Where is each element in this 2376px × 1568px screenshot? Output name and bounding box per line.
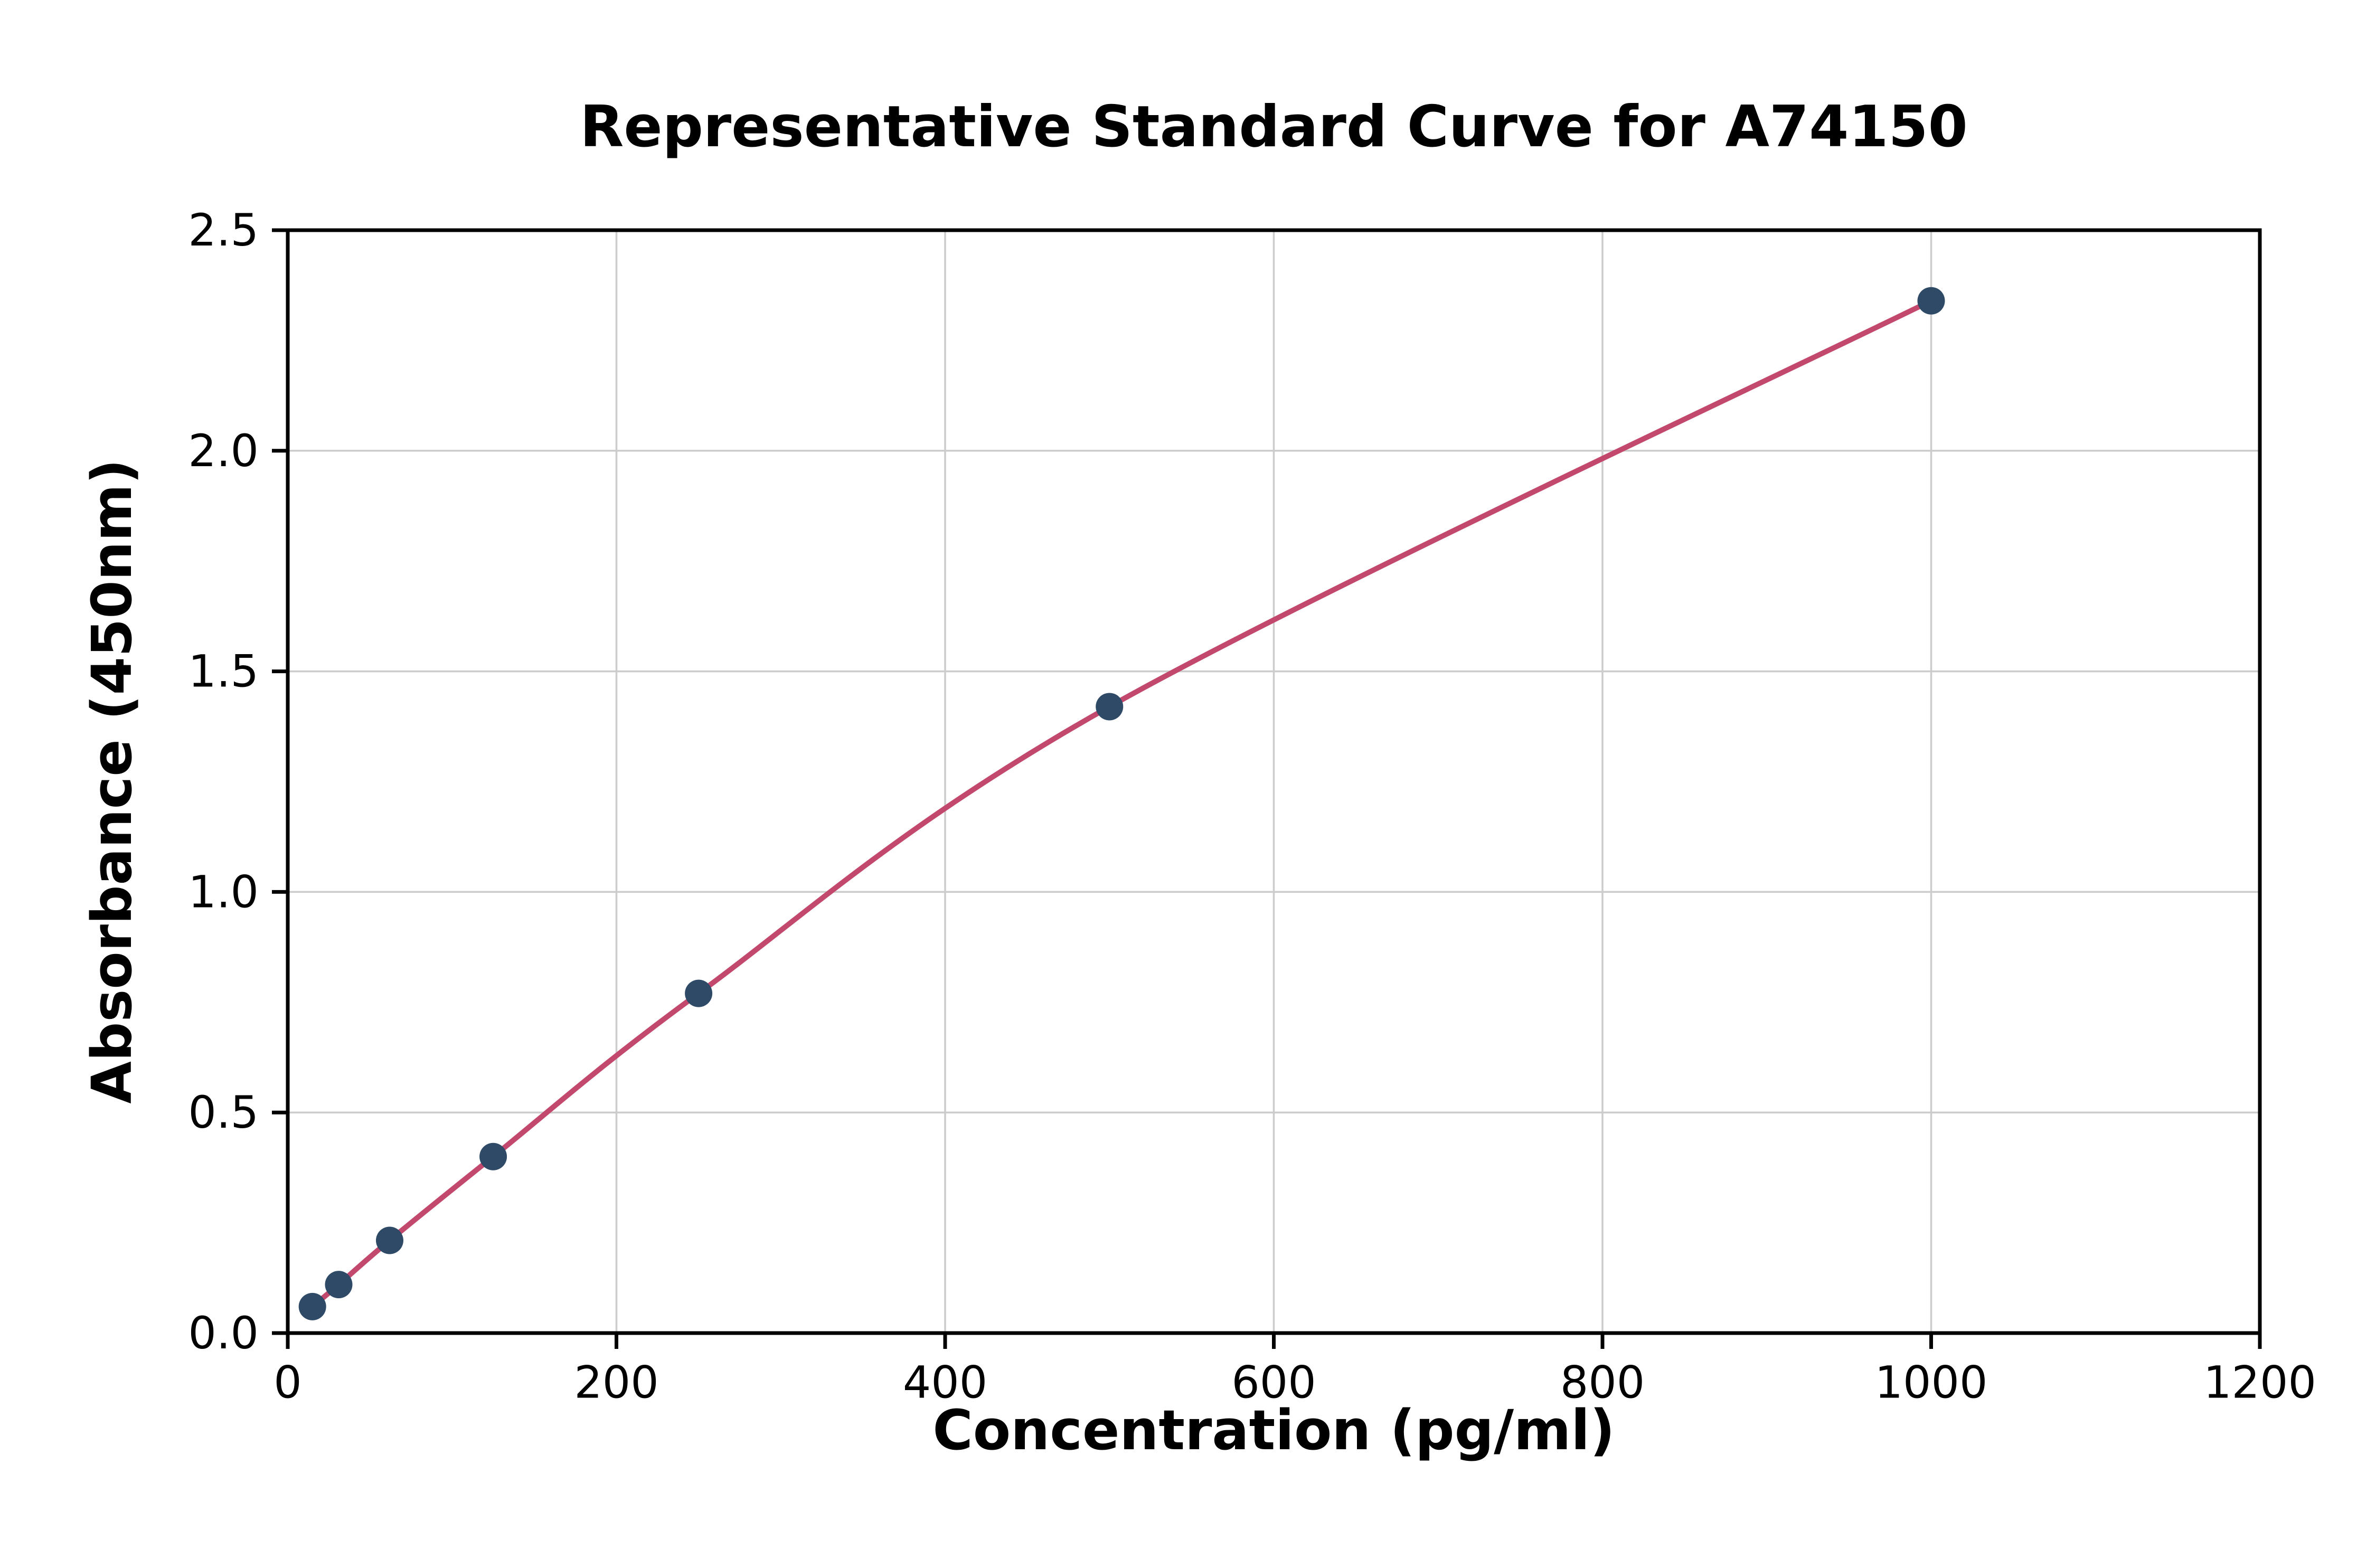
x-tick-label: 800 xyxy=(1560,1356,1645,1408)
data-point xyxy=(479,1142,507,1170)
x-tick-label: 0 xyxy=(274,1356,301,1408)
x-axis-label: Concentration (pg/ml) xyxy=(932,1398,1615,1462)
chart-title: Representative Standard Curve for A74150 xyxy=(580,94,1968,160)
data-point xyxy=(325,1271,353,1299)
data-point xyxy=(298,1292,326,1320)
y-tick-label: 1.5 xyxy=(188,646,259,697)
y-tick-label: 2.0 xyxy=(188,425,259,477)
x-tick-label: 1000 xyxy=(1875,1356,1988,1408)
y-tick-label: 2.5 xyxy=(188,204,259,256)
data-point xyxy=(1096,693,1124,721)
data-point xyxy=(375,1226,403,1254)
x-tick-label: 600 xyxy=(1231,1356,1316,1408)
y-tick-label: 0.5 xyxy=(188,1087,259,1138)
x-tick-label: 1200 xyxy=(2203,1356,2316,1408)
x-tick-label: 200 xyxy=(574,1356,658,1408)
data-point xyxy=(1917,287,1945,315)
x-tick-label: 400 xyxy=(903,1356,987,1408)
y-tick-label: 0.0 xyxy=(188,1307,259,1359)
y-tick-label: 1.0 xyxy=(188,866,259,918)
data-point xyxy=(685,979,713,1007)
